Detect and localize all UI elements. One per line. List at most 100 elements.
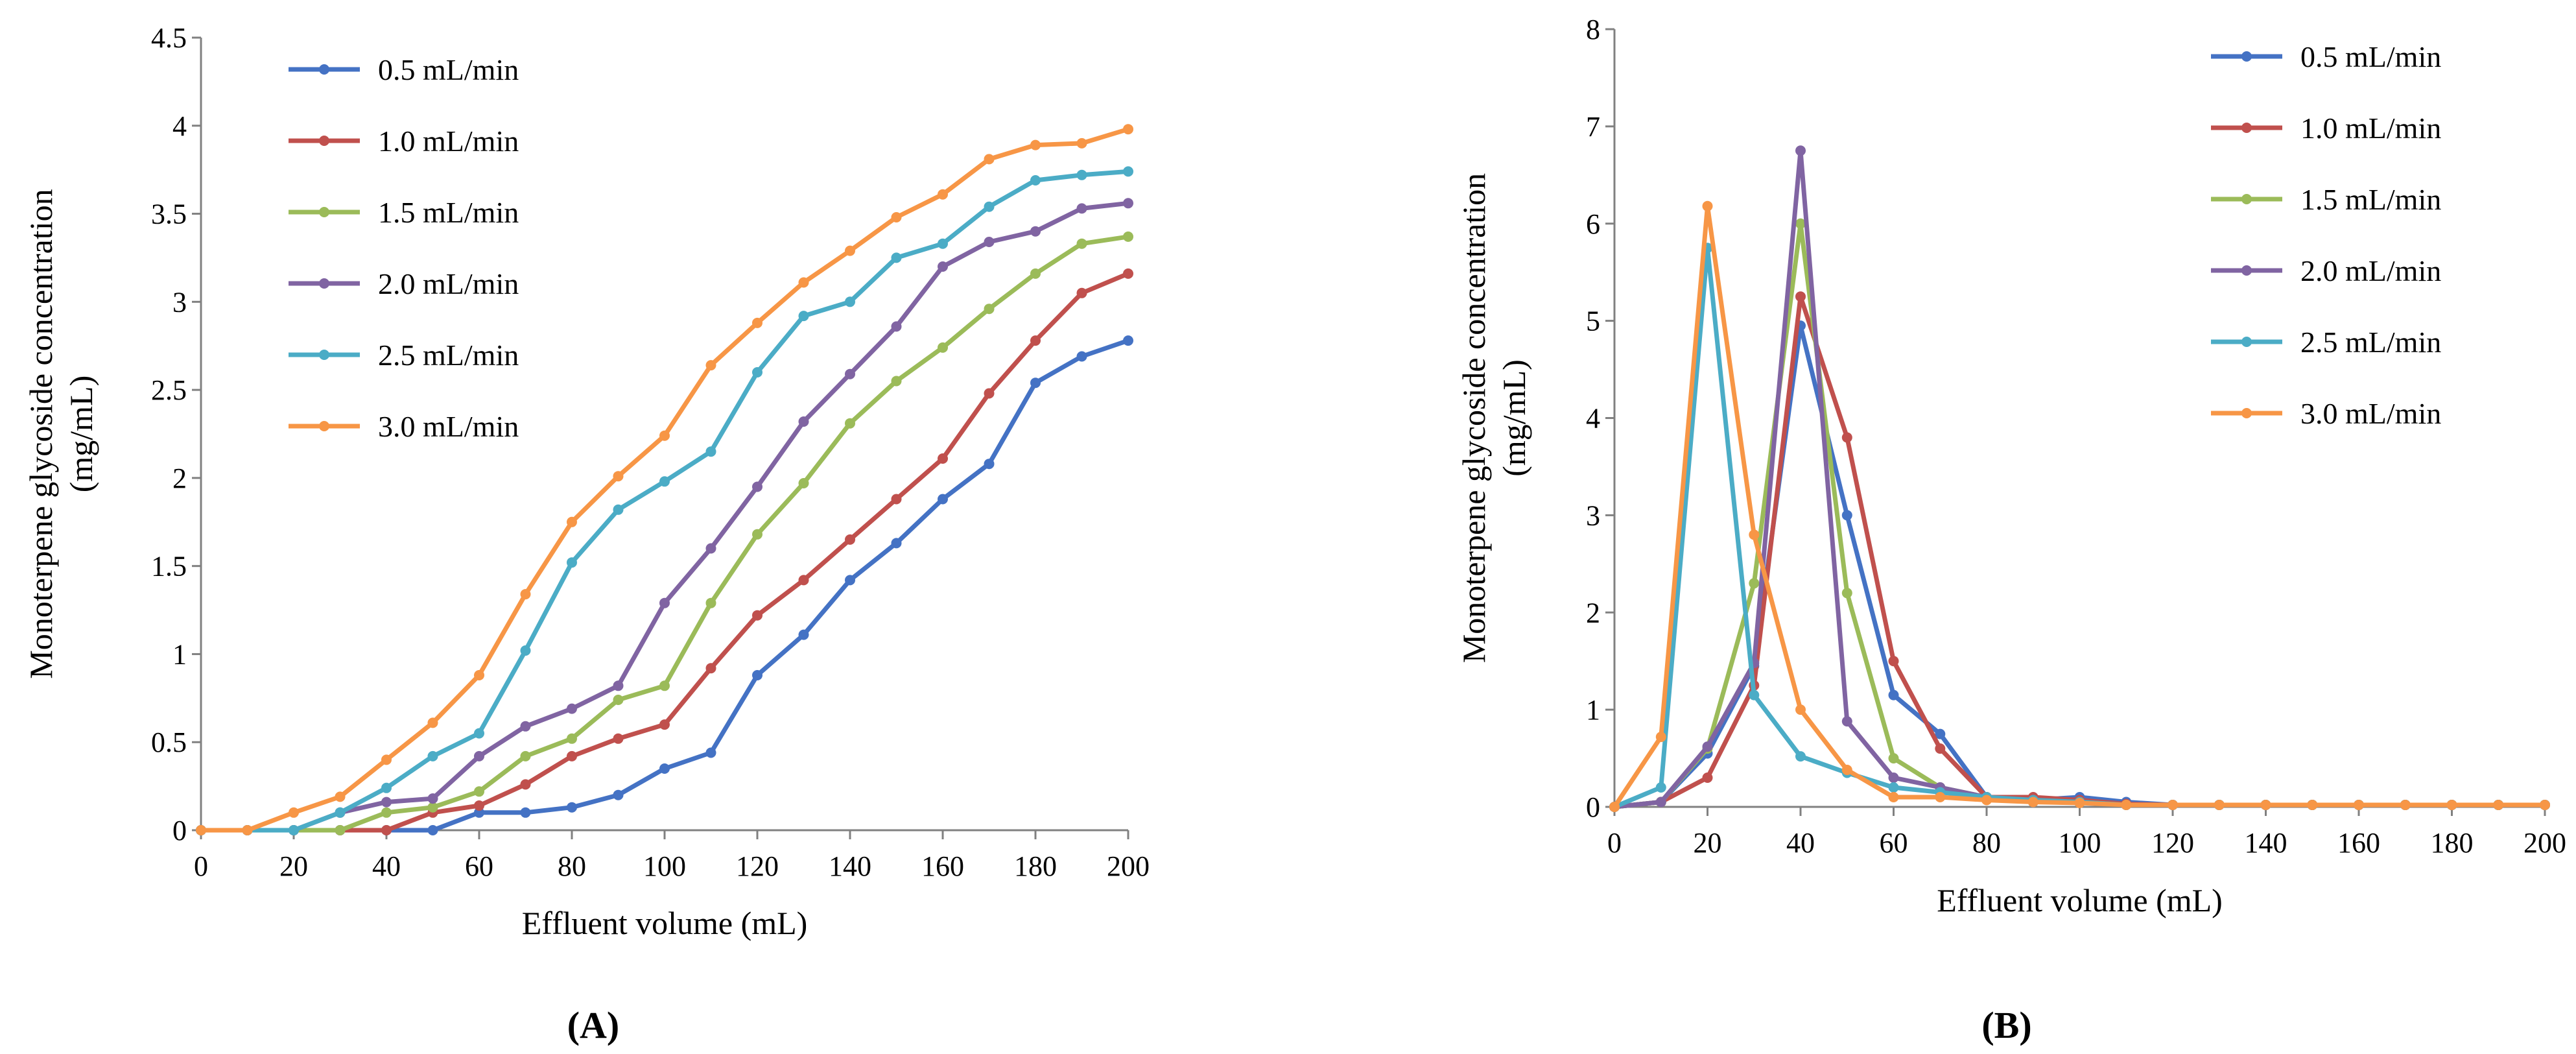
x-tick-label: 120 — [736, 850, 779, 882]
data-point — [567, 703, 577, 714]
data-point — [2540, 800, 2550, 810]
data-point — [984, 201, 995, 212]
legend-marker — [319, 64, 329, 75]
data-point — [1123, 335, 1133, 346]
data-point — [474, 728, 484, 739]
data-point — [798, 629, 809, 640]
legend-marker — [319, 136, 329, 146]
legend-marker — [319, 421, 329, 431]
data-point — [2214, 800, 2225, 810]
legend-marker — [319, 278, 329, 289]
data-point — [1888, 782, 1899, 793]
legend-label: 2.5 mL/min — [378, 339, 519, 372]
legend-marker — [319, 350, 329, 360]
data-point — [1030, 335, 1041, 346]
x-tick-label: 20 — [279, 850, 308, 882]
data-point — [2027, 796, 2038, 808]
data-point — [613, 695, 624, 705]
data-point — [798, 277, 809, 288]
data-point — [2307, 800, 2318, 810]
data-point — [659, 680, 670, 691]
data-point — [984, 459, 995, 470]
data-point — [335, 807, 346, 818]
data-point — [1795, 291, 1806, 302]
y-tick-label: 4 — [172, 110, 187, 142]
data-point — [613, 733, 624, 744]
data-point — [381, 807, 392, 818]
data-point — [474, 750, 484, 761]
data-point — [659, 597, 670, 608]
data-point — [2260, 800, 2271, 810]
legend-label: 3.0 mL/min — [2300, 397, 2441, 430]
data-point — [938, 494, 948, 505]
data-point — [1655, 732, 1666, 743]
legend-label: 2.5 mL/min — [2300, 326, 2441, 359]
series-line — [1614, 221, 2545, 809]
data-point — [1888, 792, 1899, 802]
data-point — [613, 789, 624, 800]
data-point — [520, 750, 531, 761]
series-line — [201, 338, 1129, 833]
y-tick-label: 2.5 — [151, 374, 187, 406]
data-point — [891, 538, 902, 549]
data-point — [1655, 782, 1666, 793]
data-point — [845, 368, 855, 379]
data-point — [705, 747, 716, 758]
data-point — [613, 680, 624, 691]
data-point — [1123, 124, 1133, 135]
legend-marker — [2241, 51, 2252, 62]
data-point — [1935, 792, 1946, 802]
data-point — [938, 453, 948, 464]
data-point — [1888, 656, 1899, 667]
data-point — [891, 376, 902, 387]
legend-label: 0.5 mL/min — [378, 53, 519, 86]
data-point — [845, 534, 855, 545]
data-point — [705, 663, 716, 674]
chart-a: 0 0.5 1 1.5 2 2.5 3 3.5 4 4.5 0 20 40 60 80 100 120 140 16… — [23, 22, 1150, 941]
data-point — [1795, 751, 1806, 762]
data-point — [938, 261, 948, 272]
x-tick-label: 40 — [372, 850, 401, 882]
data-point — [891, 321, 902, 332]
data-point — [1030, 377, 1041, 389]
x-tick-label: 140 — [2245, 827, 2287, 859]
data-point — [1030, 139, 1041, 150]
data-point — [289, 825, 299, 835]
data-point — [196, 825, 206, 835]
data-point — [520, 779, 531, 790]
y-tick-label: 1 — [172, 638, 187, 670]
data-point — [381, 796, 392, 808]
data-point — [2121, 800, 2132, 810]
data-point — [891, 252, 902, 263]
data-point — [474, 670, 484, 680]
data-point — [984, 237, 995, 247]
data-point — [1841, 765, 1852, 775]
data-point — [1123, 198, 1133, 209]
data-point — [1935, 743, 1946, 754]
data-point — [845, 296, 855, 307]
data-point — [567, 733, 577, 744]
legend-label: 1.0 mL/min — [2300, 112, 2441, 145]
data-point — [1795, 704, 1806, 715]
series-line — [1614, 148, 2545, 809]
data-point — [1030, 268, 1041, 279]
data-point — [938, 342, 948, 353]
x-tick-label: 40 — [1786, 827, 1815, 859]
data-point — [613, 471, 624, 482]
data-point — [798, 575, 809, 586]
legend-label: 2.0 mL/min — [378, 267, 519, 300]
series-line — [1613, 204, 2545, 808]
data-point — [427, 793, 438, 804]
x-axis-label: Effluent volume (mL) — [1937, 882, 2223, 918]
legend-marker — [2241, 408, 2252, 418]
y-tick-label: 0.5 — [151, 726, 187, 758]
y-tick-label: 3 — [172, 286, 187, 318]
data-point — [1076, 203, 1087, 214]
data-point — [520, 589, 531, 600]
data-point — [659, 430, 670, 441]
data-point — [1841, 510, 1852, 521]
data-point — [567, 516, 577, 527]
data-point — [2168, 800, 2178, 810]
y-tick-label: 4.5 — [151, 22, 187, 54]
x-tick-label: 140 — [829, 850, 871, 882]
